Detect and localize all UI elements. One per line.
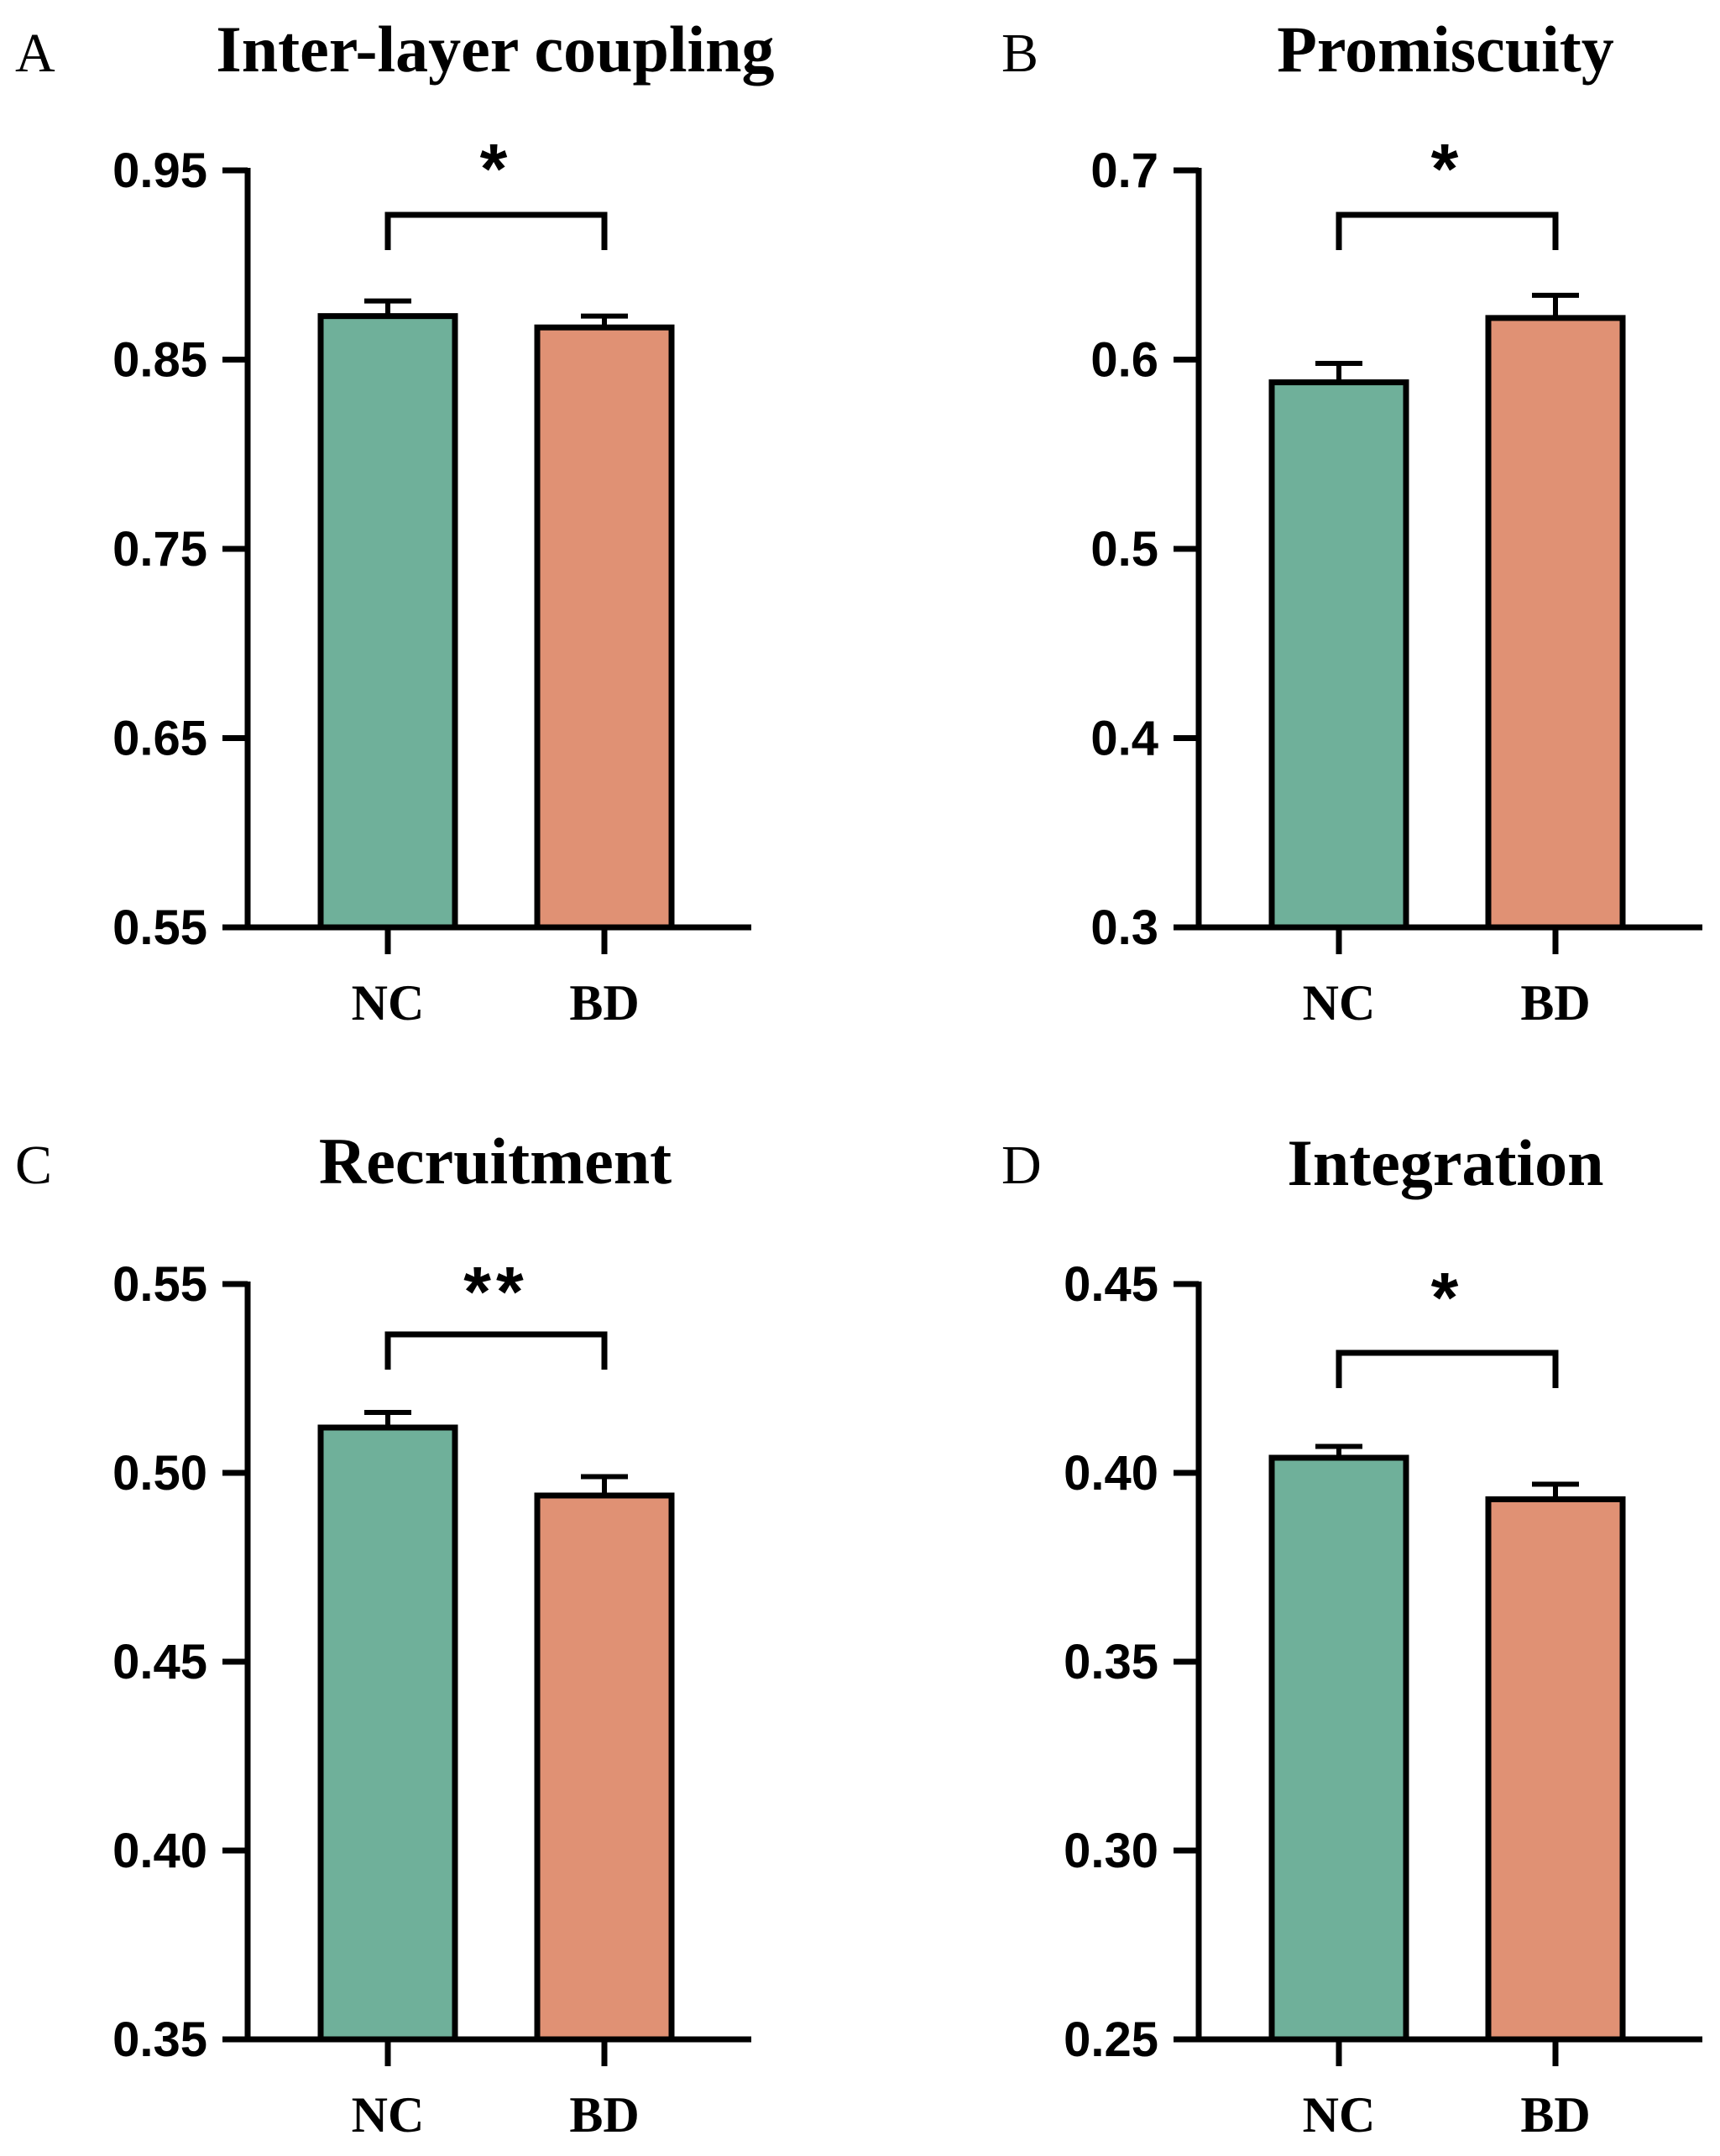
- significance-bracket: [1336, 1349, 1559, 1388]
- y-tick-label: 0.40: [1064, 1446, 1158, 1501]
- significance-marker: *: [480, 129, 513, 208]
- bar-nc: [1268, 1454, 1409, 2043]
- y-tick-label: 0.30: [1064, 1824, 1158, 1878]
- significance-bracket: [384, 1331, 608, 1370]
- y-tick-label: 0.65: [112, 712, 207, 766]
- y-tick-label: 0.55: [112, 1257, 207, 1312]
- panel-letter: B: [1001, 23, 1038, 84]
- panel-letter: A: [15, 23, 55, 84]
- y-tick-label: 0.50: [112, 1446, 207, 1501]
- y-tick-label: 0.95: [112, 144, 207, 198]
- y-tick-label: 0.4: [1090, 712, 1158, 766]
- significance-marker: *: [1431, 129, 1464, 208]
- y-tick-label: 0.3: [1090, 901, 1158, 955]
- chart-title: Inter-layer coupling: [216, 13, 774, 86]
- bar-nc: [317, 313, 458, 931]
- panel-letter: C: [15, 1135, 52, 1196]
- y-tick-label: 0.35: [1064, 1635, 1158, 1689]
- y-tick-label: 0.6: [1090, 333, 1158, 388]
- chart-panel-c: C Recruitment NC BD 0.35 0.40 0.45 0.50 0.55 **: [15, 1125, 751, 2143]
- x-tick-label-nc: NC: [352, 2087, 425, 2143]
- y-tick-label: 0.75: [112, 522, 207, 577]
- y-tick-label: 0.5: [1090, 522, 1158, 577]
- x-tick-label-nc: NC: [1303, 2087, 1376, 2143]
- chart-title: Promiscuity: [1277, 13, 1614, 86]
- y-tick-label: 0.35: [112, 2012, 207, 2067]
- panel-letter: D: [1001, 1135, 1042, 1196]
- x-tick-label-nc: NC: [352, 975, 425, 1031]
- chart-panel-a: A Inter-layer coupling NC BD 0.55 0.65 0.75 0.8…: [15, 13, 775, 1031]
- chart-panel-b: B Promiscuity NC BD 0.3 0.4 0.5 0.6 0.7 *: [1001, 13, 1702, 1031]
- significance-marker: *: [1431, 1258, 1464, 1337]
- bar-nc: [1268, 379, 1409, 931]
- chart-title: Integration: [1288, 1126, 1604, 1199]
- bar-nc: [317, 1424, 458, 2043]
- significance-bracket: [384, 211, 608, 250]
- bar-bd: [534, 324, 675, 931]
- y-tick-label: 0.7: [1090, 144, 1158, 198]
- x-tick-label-nc: NC: [1303, 975, 1376, 1031]
- y-tick-label: 0.45: [112, 1635, 207, 1689]
- chart-title: Recruitment: [319, 1125, 672, 1198]
- x-tick-label-bd: BD: [569, 2087, 639, 2143]
- x-tick-label-bd: BD: [1520, 975, 1590, 1031]
- y-tick-label: 0.55: [112, 901, 207, 955]
- x-tick-label-bd: BD: [1520, 2087, 1590, 2143]
- chart-panel-d: D Integration NC BD 0.25 0.30 0.35 0.40 0.45 *: [1001, 1126, 1702, 2143]
- y-tick-label: 0.40: [112, 1824, 207, 1878]
- significance-bracket: [1336, 211, 1559, 250]
- x-tick-label-bd: BD: [569, 975, 639, 1031]
- y-tick-label: 0.25: [1064, 2012, 1158, 2067]
- y-tick-label: 0.45: [1064, 1257, 1158, 1312]
- significance-marker: **: [463, 1252, 528, 1331]
- y-tick-label: 0.85: [112, 333, 207, 388]
- bar-bd: [1485, 1496, 1626, 2043]
- bar-bd: [1485, 315, 1626, 931]
- bar-bd: [534, 1492, 675, 2043]
